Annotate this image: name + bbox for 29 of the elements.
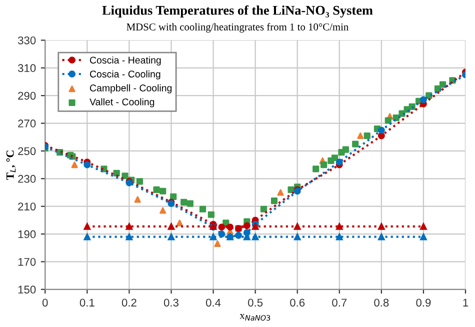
x-tick-label: 1 — [463, 298, 468, 306]
x-axis-title: x$_{NaNO3}$ — [240, 314, 270, 321]
x-tick-label: 0.7 — [332, 298, 347, 307]
legend-label: Coscia - Cooling — [90, 70, 160, 80]
x-tick-label: 0.6 — [290, 298, 305, 307]
x-tick-label: 0 — [42, 298, 48, 307]
y-tick-label: 210 — [18, 202, 36, 210]
legend-label: Campbell - Cooling — [90, 84, 172, 94]
y-axis-title: T$_{L}$, °C — [6, 150, 16, 180]
x-tick-label: 0.5 — [248, 298, 263, 307]
y-tick-label: 250 — [18, 147, 36, 156]
x-tick-label: 0.4 — [206, 298, 221, 307]
x-tick-label: 0.9 — [416, 298, 431, 307]
x-tick-label: 0.3 — [164, 298, 178, 307]
chart-subtitle: MDSC with cooling/heatingrates from 1 to 10°C/min — [126, 23, 348, 33]
x-tick-label: 0.8 — [374, 298, 389, 307]
y-tick-label: 310 — [18, 64, 36, 72]
y-tick-label: 150 — [18, 286, 36, 294]
chart-title: Liquidus Temperatures of the LiNa-NO₃ System — [102, 5, 373, 18]
y-tick-label: 230 — [18, 174, 36, 183]
legend-label: Vallet - Cooling — [90, 98, 154, 108]
x-tick-label: 0.2 — [122, 298, 136, 307]
y-tick-label: 170 — [18, 258, 36, 266]
y-tick-label: 190 — [18, 230, 36, 238]
y-tick-label: 270 — [18, 120, 36, 128]
x-tick-label: 0.1 — [80, 298, 94, 307]
legend-label: Coscia - Heating — [90, 56, 161, 66]
y-tick-label: 290 — [18, 92, 36, 100]
y-tick-label: 330 — [18, 36, 36, 44]
